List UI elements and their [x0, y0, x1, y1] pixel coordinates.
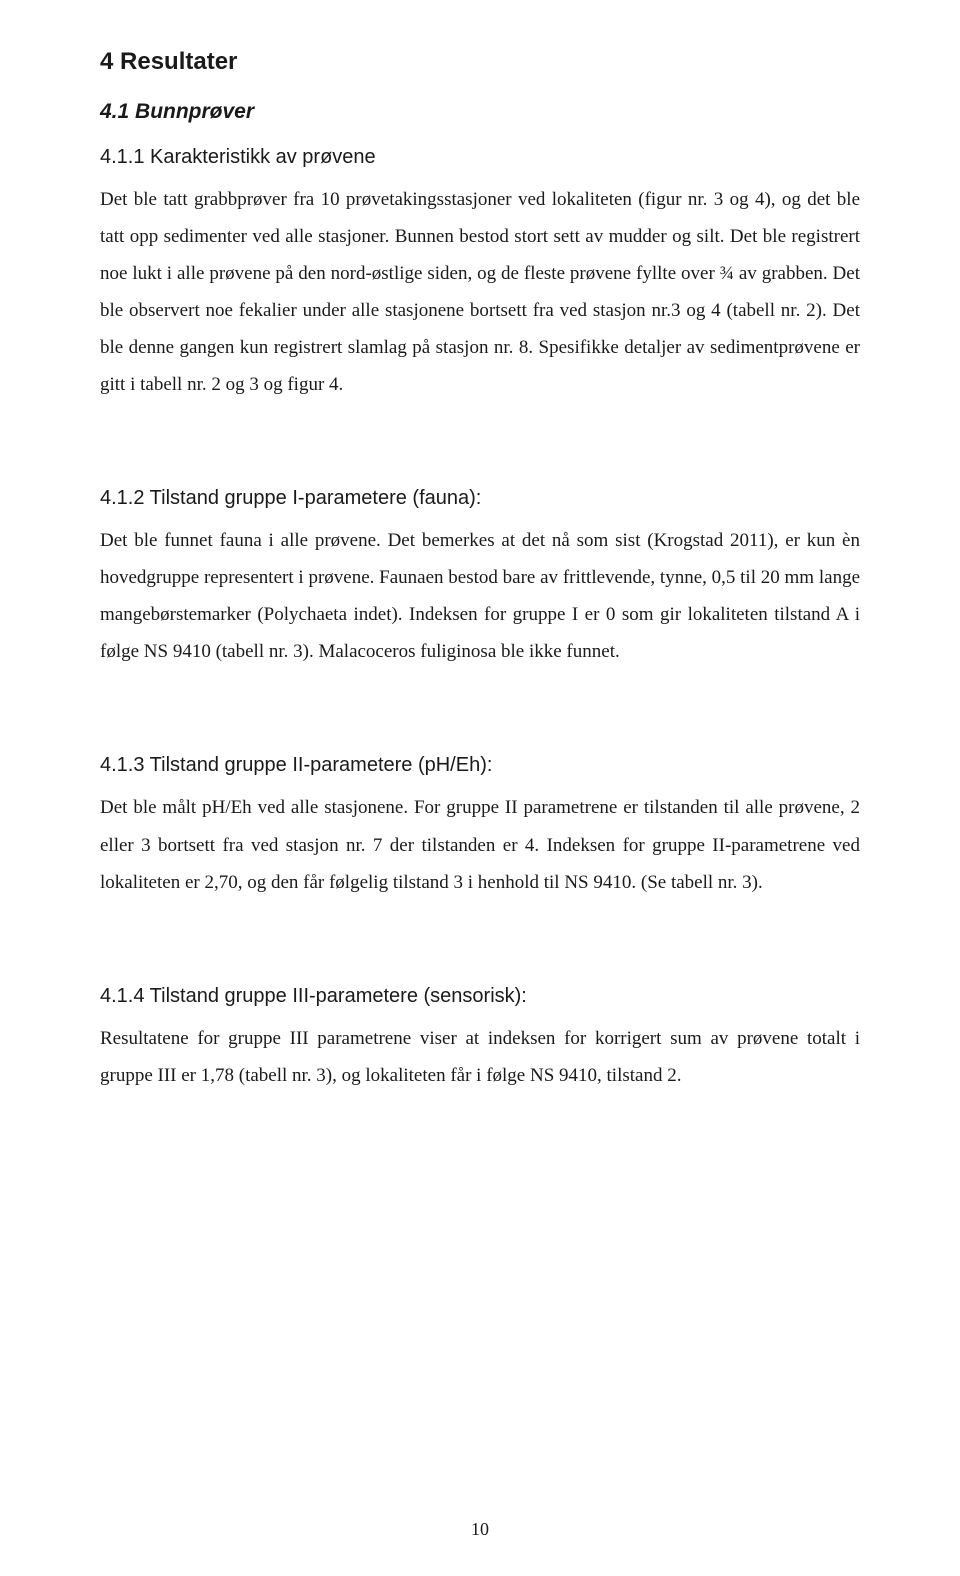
page-number: 10	[0, 1519, 960, 1540]
section-gap	[100, 716, 860, 754]
section-gap	[100, 947, 860, 985]
heading-4-1-2: 4.1.2 Tilstand gruppe I-parametere (faun…	[100, 487, 860, 510]
heading-4-1-1: 4.1.1 Karakteristikk av prøvene	[100, 146, 860, 169]
document-page: 4 Resultater 4.1 Bunnprøver 4.1.1 Karakt…	[0, 0, 960, 1576]
heading-4-1: 4.1 Bunnprøver	[100, 100, 860, 124]
section-gap	[100, 449, 860, 487]
heading-4: 4 Resultater	[100, 48, 860, 76]
heading-4-1-3: 4.1.3 Tilstand gruppe II-parametere (pH/…	[100, 754, 860, 777]
heading-4-1-4: 4.1.4 Tilstand gruppe III-parametere (se…	[100, 985, 860, 1008]
paragraph-4-1-3: Det ble målt pH/Eh ved alle stasjonene. …	[100, 789, 860, 900]
paragraph-4-1-2: Det ble funnet fauna i alle prøvene. Det…	[100, 522, 860, 670]
paragraph-4-1-1: Det ble tatt grabbprøver fra 10 prøvetak…	[100, 181, 860, 403]
paragraph-4-1-4: Resultatene for gruppe III parametrene v…	[100, 1020, 860, 1094]
